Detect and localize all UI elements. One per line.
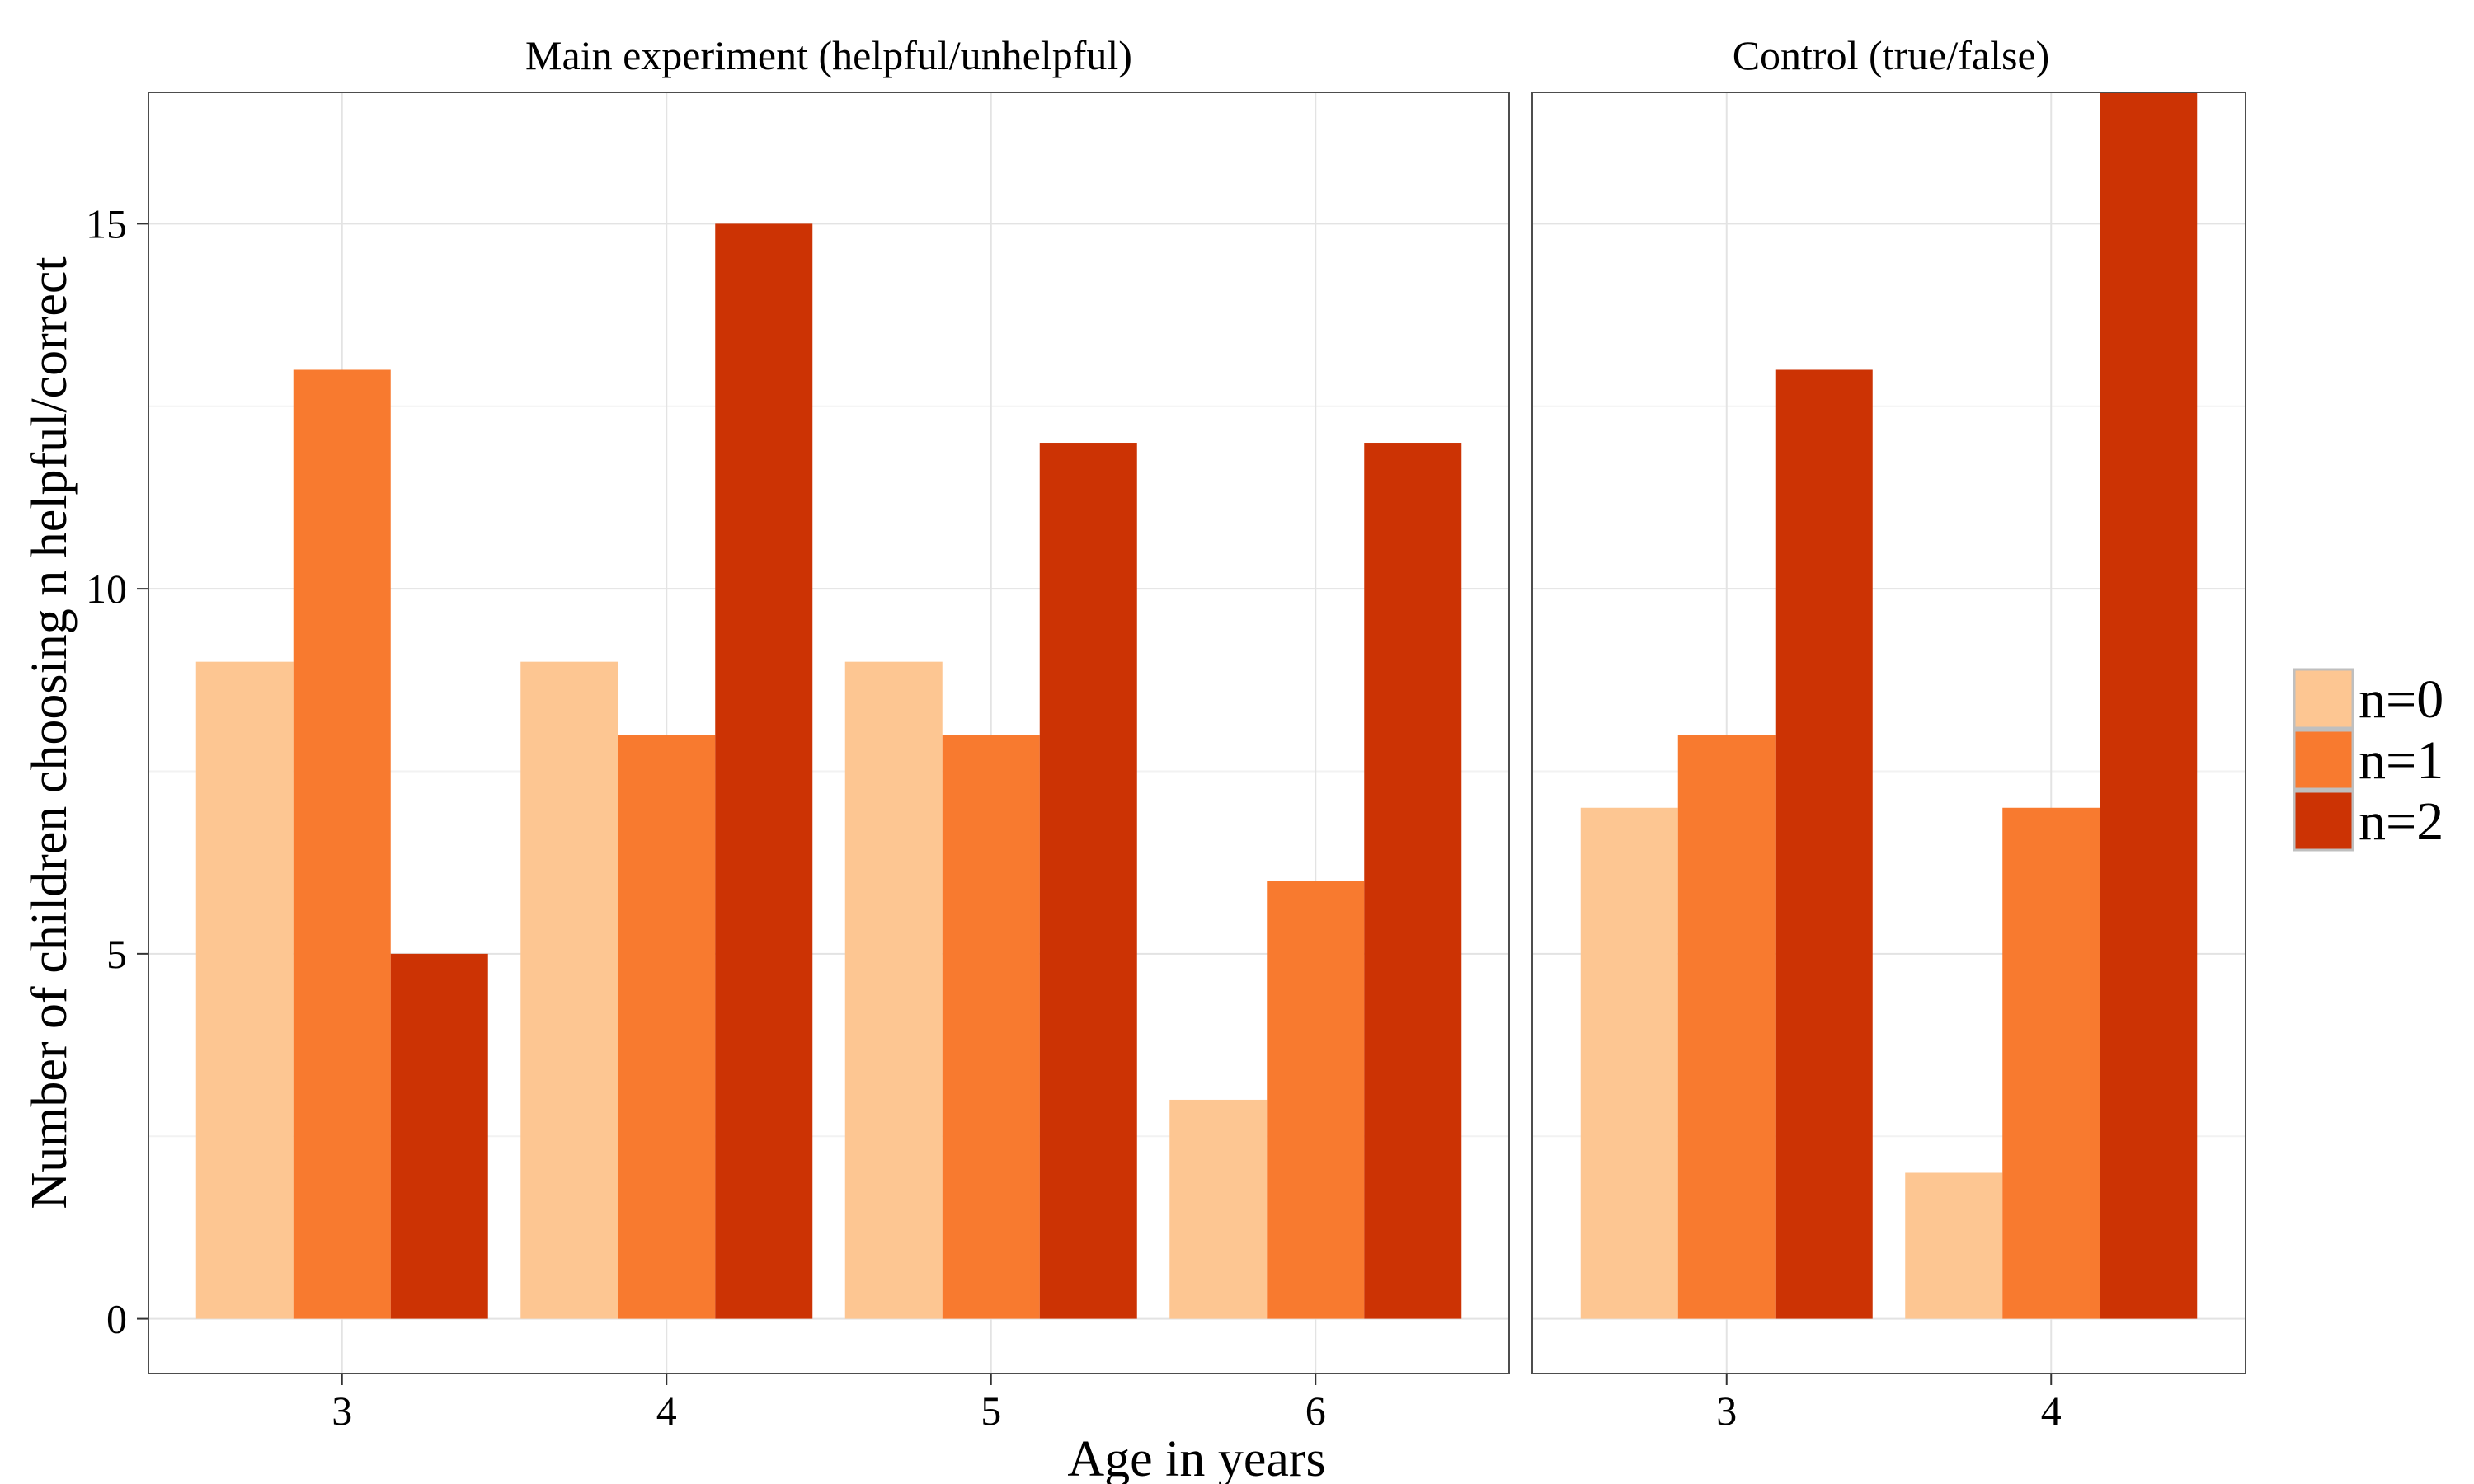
panel-main-x-ticks: 3 4 5 6 (332, 1374, 1326, 1434)
bar-main-age3-n0 (195, 661, 294, 1319)
bar-main-age3-n2 (390, 953, 488, 1319)
bar-main-age5-n0 (844, 661, 943, 1319)
bar-control-age3-n1 (1677, 735, 1776, 1319)
legend-item-n2: n=2 (2293, 790, 2443, 852)
x-tick-label-main-4: 4 (656, 1388, 677, 1434)
x-axis-title: Age in years (1067, 1431, 1325, 1484)
panel-title-main-experiment: Main experiment (helpful/unhelpful) (525, 32, 1132, 78)
panel-control-border (1531, 92, 2246, 1374)
legend-label-n0: n=0 (2359, 669, 2443, 730)
panel-main-experiment: Main experiment (helpful/unhelpful) 3 4 5 6 (148, 32, 1510, 1434)
y-tick-label-5: 5 (106, 931, 127, 977)
x-tick-label-control-4: 4 (2041, 1388, 2062, 1434)
x-tick-label-control-3: 3 (1716, 1388, 1737, 1434)
legend-item-n0: n=0 (2293, 668, 2443, 730)
y-tick-label-10: 10 (86, 566, 127, 612)
bar-main-age6-n1 (1267, 881, 1365, 1319)
x-tick-label-main-5: 5 (981, 1388, 1001, 1434)
bar-main-age6-n2 (1364, 443, 1462, 1319)
bar-control-age4-n1 (2002, 807, 2100, 1319)
x-tick-label-main-3: 3 (332, 1388, 352, 1434)
bar-main-age5-n1 (942, 735, 1040, 1319)
panel-title-control: Control (true/false) (1733, 32, 2050, 78)
y-tick-label-15: 15 (86, 200, 127, 247)
bar-main-age6-n0 (1169, 1099, 1268, 1319)
bar-control-age4-n0 (1905, 1172, 2003, 1319)
panel-main-border (148, 92, 1510, 1374)
bar-control-age4-n2 (2100, 92, 2198, 1319)
bar-main-age4-n2 (715, 223, 813, 1319)
legend: n=0 n=1 n=2 (2293, 668, 2443, 852)
y-axis-title: Number of children choosing n helpful/co… (21, 256, 78, 1209)
panel-main-bars (195, 223, 1462, 1319)
legend-label-n1: n=1 (2359, 730, 2443, 791)
legend-label-n2: n=2 (2359, 791, 2443, 852)
y-axis: 0 5 10 15 (86, 200, 148, 1342)
legend-key-n1 (2293, 729, 2354, 791)
y-tick-label-0: 0 (106, 1296, 127, 1342)
x-tick-label-main-6: 6 (1305, 1388, 1326, 1434)
legend-item-n1: n=1 (2293, 729, 2443, 791)
panel-control-bars (1580, 92, 2198, 1319)
bar-control-age3-n0 (1580, 807, 1678, 1319)
bar-main-age3-n1 (293, 369, 391, 1319)
legend-key-n2 (2293, 790, 2354, 852)
bar-main-age4-n1 (618, 735, 716, 1319)
bar-main-age4-n0 (520, 661, 618, 1319)
bar-control-age3-n2 (1775, 369, 1873, 1319)
legend-key-n0 (2293, 668, 2354, 730)
bar-main-age5-n2 (1039, 443, 1137, 1319)
